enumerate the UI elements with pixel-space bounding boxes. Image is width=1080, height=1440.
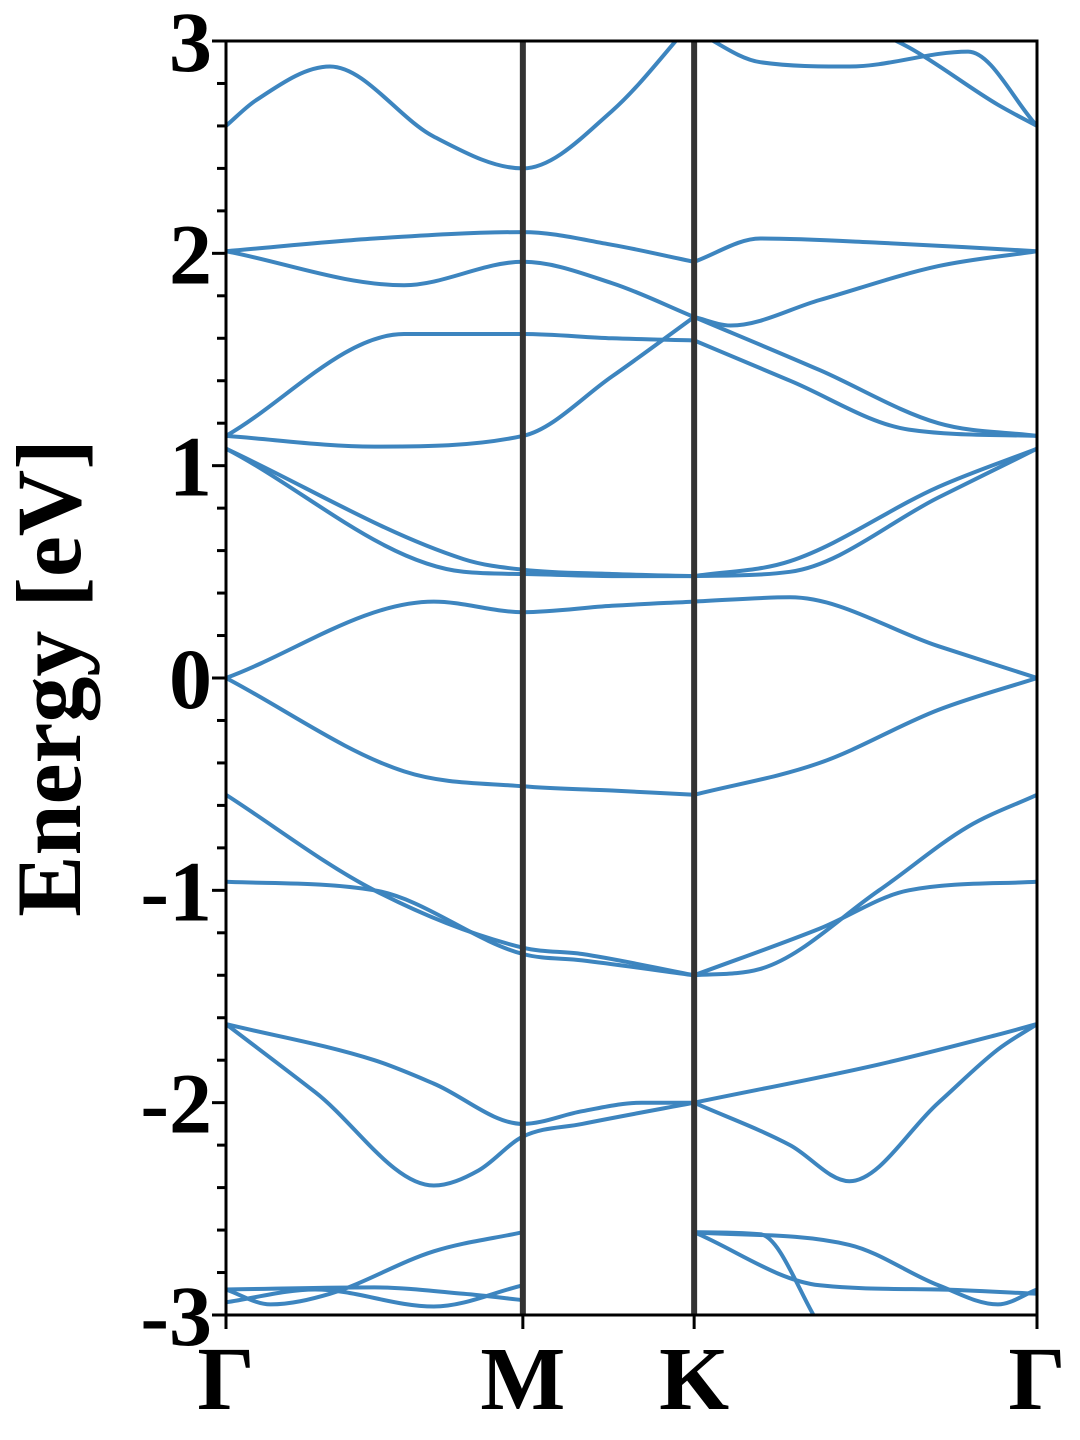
band-line-27: [692, 446, 1037, 579]
y-tick-label: -1: [140, 843, 212, 939]
y-tick-label: 3: [169, 0, 212, 90]
y-tick-label: 1: [169, 419, 212, 515]
y-axis-ticks: 3 2 1 0 -1 -2 -3: [140, 0, 226, 1364]
band-line-20: [692, 1022, 1037, 1105]
band-line-11: [226, 446, 697, 579]
band-line-17: [692, 1230, 1037, 1307]
band-line-13: [226, 331, 697, 438]
x-tick-label: K: [659, 1330, 729, 1429]
band-line-33: [891, 41, 1037, 128]
band-line-9: [226, 599, 697, 680]
band-line-24: [692, 676, 1037, 797]
band-line-19: [692, 1230, 816, 1315]
band-line-3: [226, 1230, 525, 1307]
y-tick-label: -2: [140, 1056, 212, 1152]
band-line-26: [692, 446, 1037, 579]
band-line-10: [226, 446, 697, 579]
band-line-12: [226, 315, 697, 449]
band-line-21: [692, 1022, 1037, 1184]
y-tick-label: -3: [140, 1268, 212, 1364]
band-line-31: [692, 236, 1037, 264]
high-symmetry-lines: [519, 41, 698, 1315]
band-line-22: [692, 879, 1037, 978]
band-line-2: [226, 1285, 525, 1303]
x-tick-label: Γ: [1008, 1330, 1065, 1429]
band-line-25: [692, 595, 1037, 680]
y-tick-label: 0: [169, 631, 212, 727]
band-line-7: [226, 792, 697, 978]
band-line-29: [692, 315, 1037, 438]
band-line-14: [226, 249, 697, 319]
x-tick-label: Γ: [197, 1330, 254, 1429]
band-line-32: [709, 41, 1037, 128]
band-line-5: [226, 1022, 697, 1188]
band-line-30: [692, 249, 1037, 328]
y-axis-label: Energy [eV]: [0, 439, 100, 917]
band-line-18: [692, 1230, 1037, 1296]
band-line-15: [226, 230, 697, 264]
band-line-23: [692, 792, 1037, 978]
band-line-16: [226, 41, 679, 171]
band-line-6: [226, 879, 697, 978]
x-tick-label: M: [480, 1330, 565, 1429]
band-line-4: [226, 1022, 697, 1126]
y-tick-label: 2: [169, 206, 212, 302]
band-line-8: [226, 676, 697, 797]
bands: [226, 41, 1037, 1315]
band-line-1: [226, 1283, 525, 1309]
band-line-28: [692, 338, 1037, 438]
